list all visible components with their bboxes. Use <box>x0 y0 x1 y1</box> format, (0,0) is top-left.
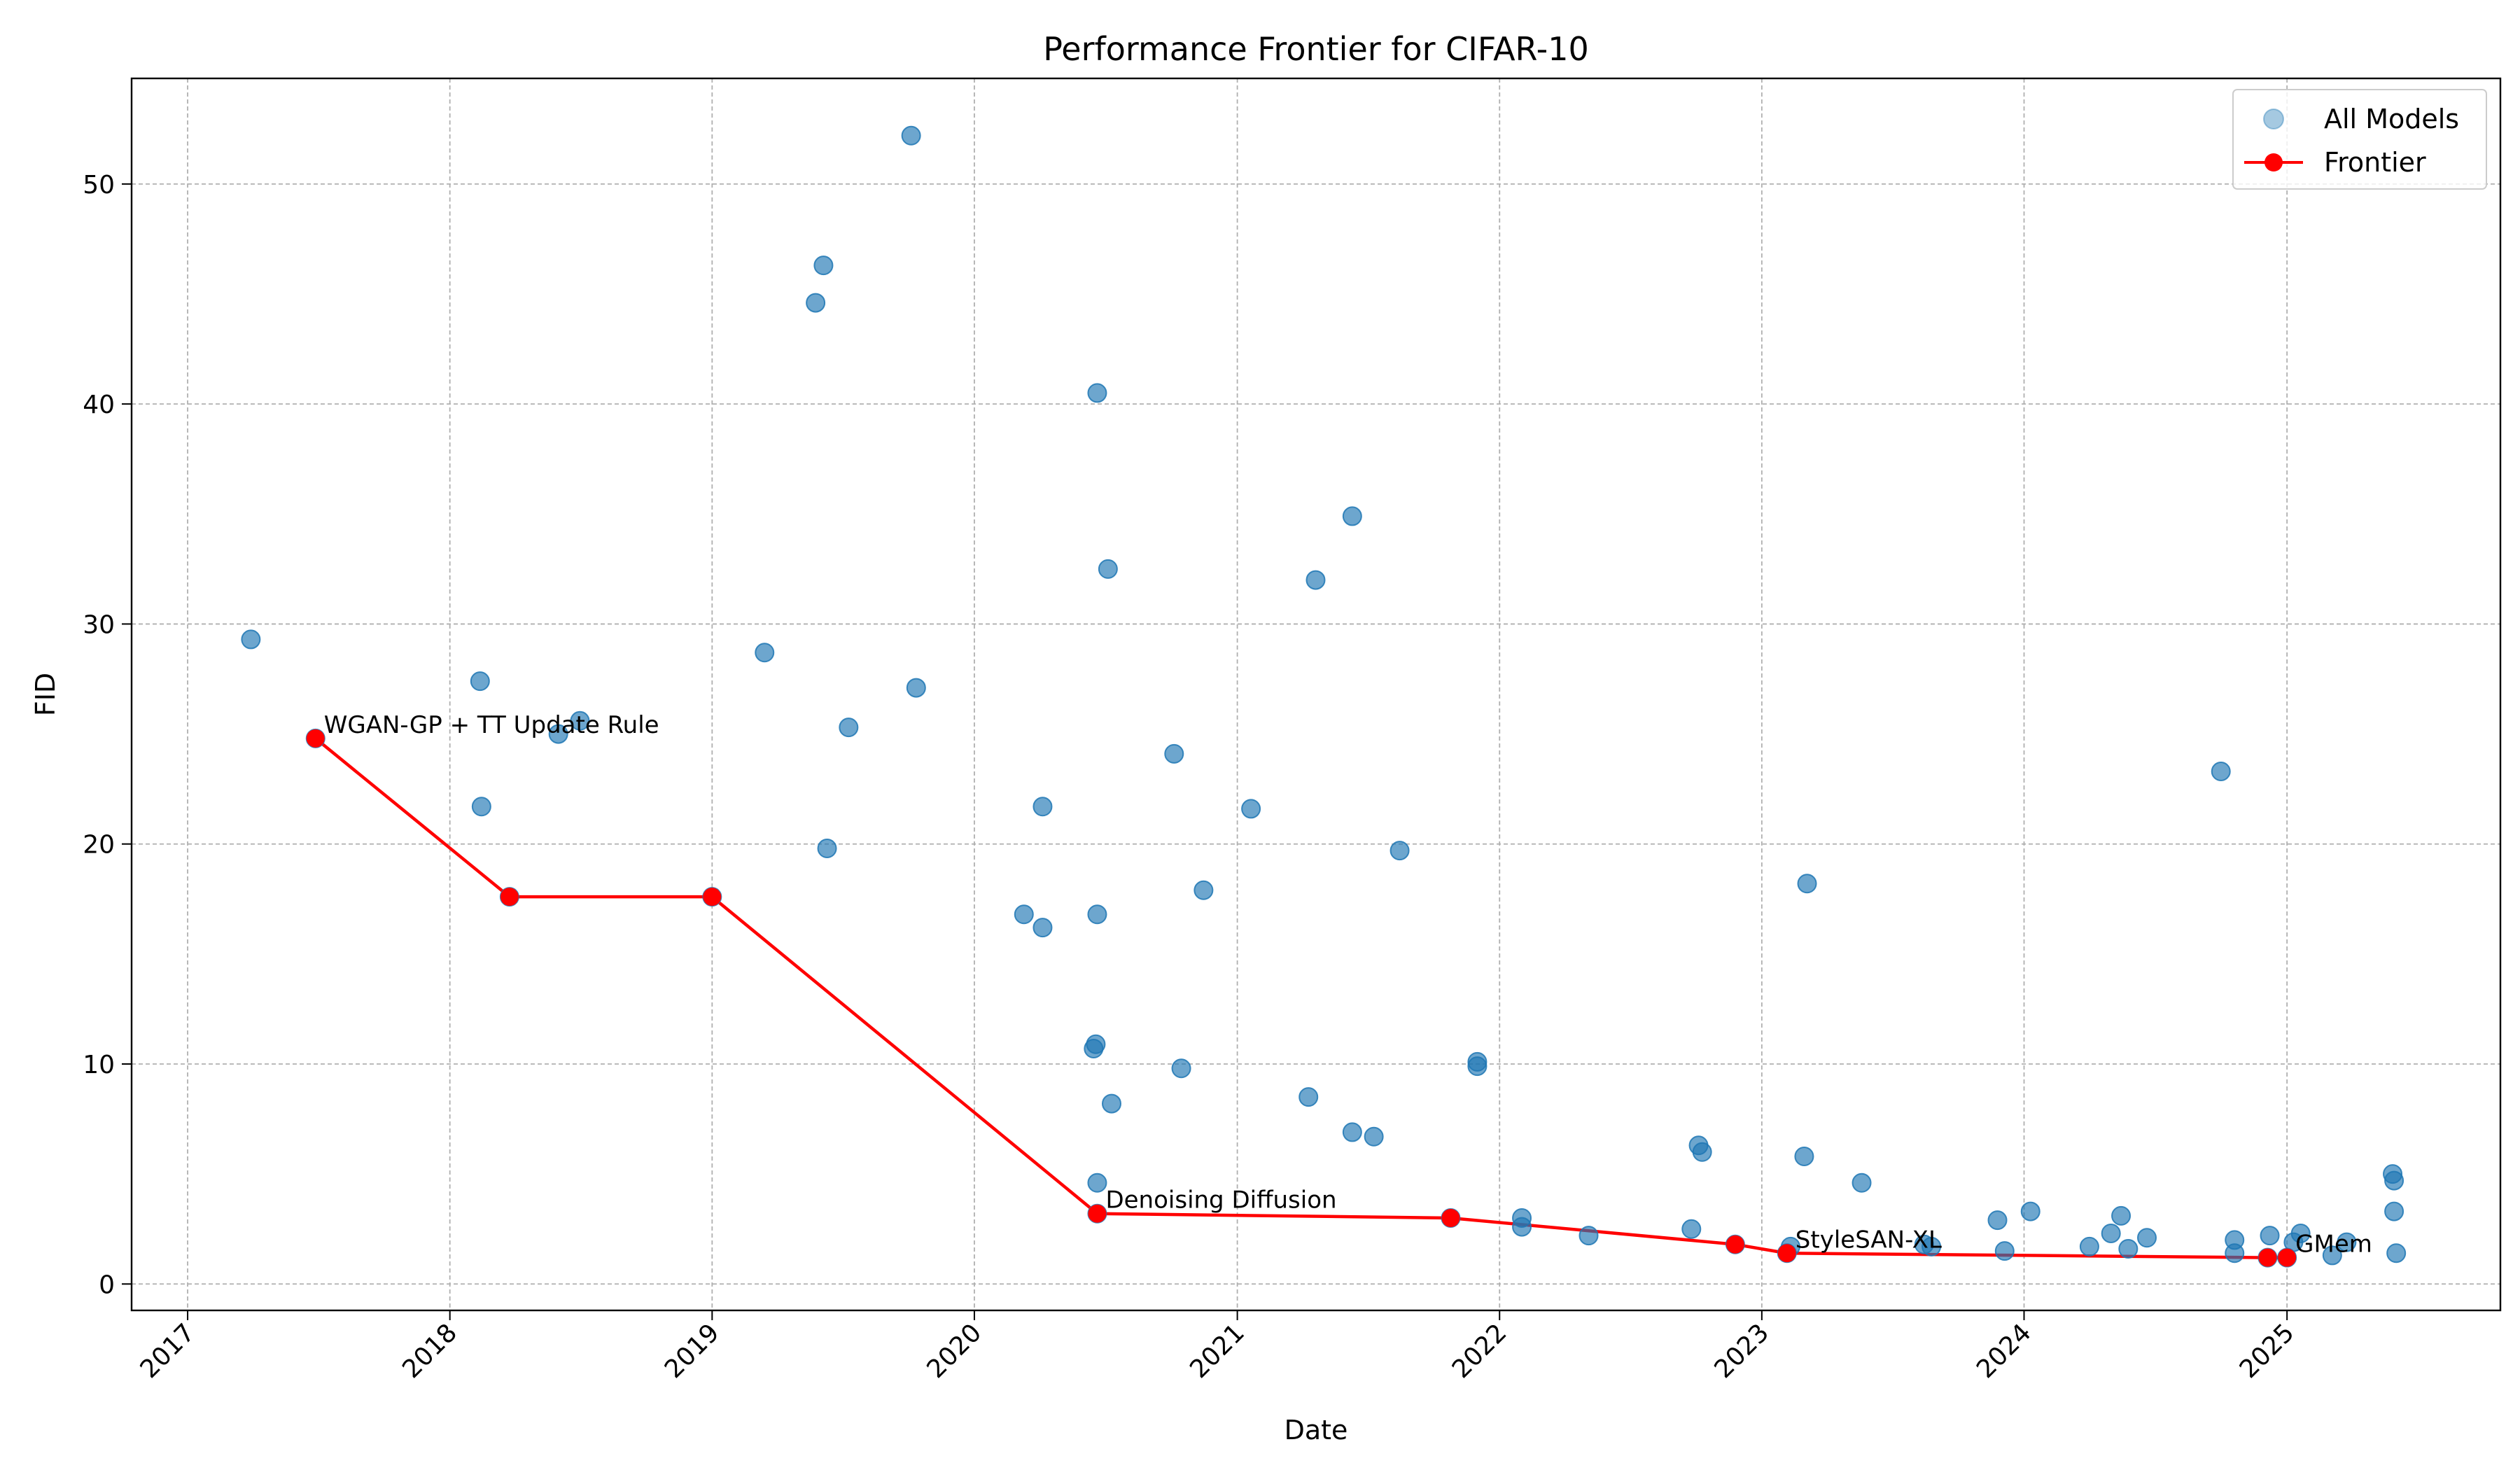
y-tick-label: 30 <box>83 610 115 639</box>
frontier-point <box>500 888 519 906</box>
all-models-series <box>241 125 2407 1268</box>
annotation-label: GMem <box>2295 1231 2372 1259</box>
model-point <box>2079 1236 2099 1256</box>
model-point <box>1306 570 1326 590</box>
model-point <box>1032 797 1053 817</box>
y-axis: 0 10 20 30 40 50 <box>83 171 132 1299</box>
model-point <box>755 643 775 663</box>
frontier-point <box>2278 1248 2297 1267</box>
model-point <box>2337 1232 2357 1252</box>
y-tick-label: 20 <box>83 831 115 860</box>
model-point <box>813 255 834 276</box>
model-point <box>1851 1172 1872 1193</box>
frontier-point <box>1441 1209 1460 1227</box>
frontier-point <box>1726 1235 1744 1254</box>
model-point <box>1681 1219 1702 1239</box>
model-point <box>1921 1236 1942 1256</box>
legend-frontier-label: Frontier <box>2324 147 2426 178</box>
model-point <box>470 671 490 692</box>
model-point <box>1014 904 1034 925</box>
annotation-label: Denoising Diffusion <box>1105 1186 1336 1214</box>
frontier-point <box>1777 1244 1796 1263</box>
legend: All Models Frontier <box>2232 89 2487 190</box>
model-point <box>1578 1226 1599 1246</box>
model-point <box>2211 762 2231 781</box>
model-point <box>901 125 921 146</box>
model-point <box>1342 506 1362 526</box>
model-point <box>2225 1243 2245 1264</box>
plot-area-frame <box>130 77 2502 1312</box>
legend-all-models-label: All Models <box>2324 104 2459 134</box>
model-point <box>2020 1201 2040 1222</box>
model-point <box>2118 1239 2138 1259</box>
model-point <box>548 724 568 744</box>
model-point <box>2137 1228 2157 1248</box>
frontier-markers <box>306 729 2297 1267</box>
model-point <box>1467 1056 1488 1077</box>
model-point <box>1994 1241 2015 1261</box>
model-point <box>817 839 837 858</box>
legend-frontier-marker <box>2264 153 2283 172</box>
model-point <box>1032 918 1053 938</box>
model-point <box>471 797 491 817</box>
frontier-point <box>306 729 325 748</box>
annotation-label: WGAN-GP + TT Update Rule <box>324 711 659 739</box>
model-point <box>1086 1034 1106 1054</box>
model-point <box>906 678 926 698</box>
model-point <box>2384 1201 2404 1222</box>
model-point <box>806 293 826 313</box>
model-point <box>1512 1217 1532 1237</box>
model-point <box>839 718 859 738</box>
frontier-point <box>1088 1204 1107 1223</box>
model-point <box>241 629 261 650</box>
model-point <box>1390 841 1410 861</box>
model-point <box>1987 1210 2008 1231</box>
y-tick-label: 40 <box>83 391 115 419</box>
frontier-point <box>2258 1248 2277 1267</box>
model-point <box>2322 1245 2342 1266</box>
y-tick-label: 10 <box>83 1051 115 1079</box>
model-point <box>570 710 590 731</box>
model-point <box>1298 1087 1319 1107</box>
model-point <box>2260 1226 2280 1246</box>
model-point <box>2111 1205 2132 1226</box>
y-tick-label: 50 <box>83 171 115 200</box>
model-point <box>2101 1224 2121 1243</box>
model-point <box>1087 904 1107 925</box>
y-tick-label: 0 <box>99 1270 115 1299</box>
annotations: WGAN-GP + TT Update Rule Denoising Diffus… <box>324 711 2372 1259</box>
x-axis-title: Date <box>1284 1415 1348 1446</box>
model-point <box>1087 1172 1107 1193</box>
model-point <box>1164 743 1184 764</box>
model-point <box>1171 1058 1191 1079</box>
model-point <box>1797 874 1817 894</box>
legend-box <box>2232 89 2487 190</box>
model-point <box>1342 1122 1362 1142</box>
model-point <box>1241 799 1261 819</box>
model-point <box>1098 559 1118 579</box>
model-point <box>1692 1142 1712 1162</box>
grid <box>132 78 2500 1310</box>
y-axis-title: FID <box>30 673 61 716</box>
frontier-point <box>703 888 722 906</box>
legend-all-models-marker <box>2263 108 2284 130</box>
model-point <box>1794 1147 1814 1166</box>
model-point <box>1101 1093 1121 1114</box>
model-point <box>1087 383 1107 403</box>
model-point <box>1194 880 1214 900</box>
chart-title: Performance Frontier for CIFAR-10 <box>1043 30 1589 68</box>
model-point <box>2384 1170 2404 1191</box>
annotation-label: StyleSAN-XL <box>1795 1226 1942 1254</box>
model-point <box>1364 1126 1384 1147</box>
model-point <box>2386 1243 2407 1264</box>
